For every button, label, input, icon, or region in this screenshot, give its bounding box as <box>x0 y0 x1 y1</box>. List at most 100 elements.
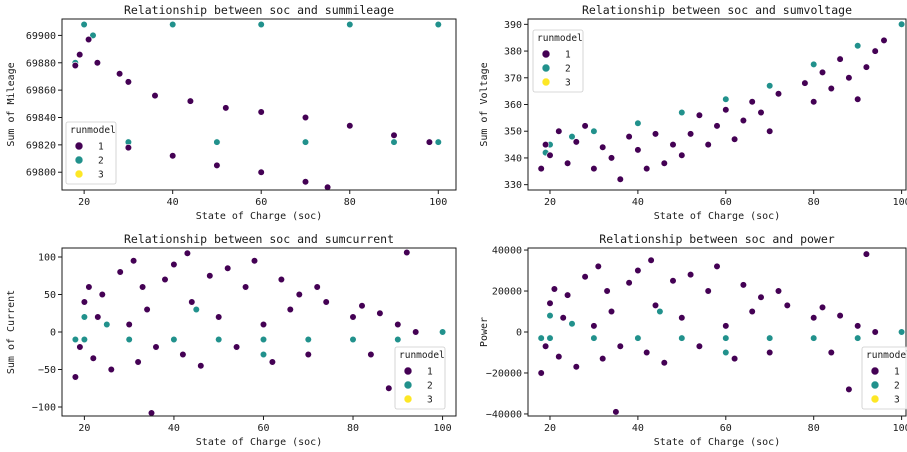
data-point-runmodel-1 <box>242 283 250 291</box>
legend-marker-1 <box>403 366 413 376</box>
data-point-runmodel-1 <box>660 159 668 167</box>
data-point-runmodel-1 <box>84 35 93 44</box>
data-point-runmodel-1 <box>713 262 721 271</box>
chart-title: Relationship between soc and sumvoltage <box>582 3 852 17</box>
legend-title: runmodel <box>537 33 583 44</box>
x-tick-label: 40 <box>632 423 644 434</box>
data-point-runmodel-1 <box>599 355 607 363</box>
data-point-runmodel-1 <box>206 272 214 280</box>
data-point-runmodel-1 <box>603 287 611 295</box>
data-point-runmodel-2 <box>215 335 223 344</box>
data-point-runmodel-2 <box>656 307 664 316</box>
data-point-runmodel-2 <box>546 312 554 320</box>
data-point-runmodel-2 <box>590 127 598 135</box>
data-point-runmodel-1 <box>722 106 730 114</box>
data-point-runmodel-1 <box>625 279 633 287</box>
y-tick-label: 380 <box>504 47 522 58</box>
legend-box <box>532 29 584 93</box>
data-point-runmodel-1 <box>213 161 221 169</box>
data-point-runmodel-1 <box>412 328 420 336</box>
data-point-runmodel-1 <box>616 342 624 350</box>
data-point-runmodel-1 <box>862 250 871 258</box>
data-point-runmodel-1 <box>107 365 115 374</box>
data-point-runmodel-1 <box>403 248 411 257</box>
legend: runmodel 1 2 3 <box>532 29 584 93</box>
data-point-runmodel-2 <box>537 334 545 342</box>
data-points <box>537 250 906 416</box>
data-point-runmodel-1 <box>546 299 554 307</box>
legend: runmodel 1 2 3 <box>65 121 117 185</box>
x-tick-label: 100 <box>429 197 447 208</box>
data-point-runmodel-1 <box>854 322 862 330</box>
data-point-runmodel-1 <box>89 354 97 362</box>
data-point-runmodel-1 <box>766 348 774 357</box>
x-tick-label: 40 <box>632 197 644 208</box>
y-tick-label: 69820 <box>26 140 56 151</box>
data-point-runmodel-1 <box>183 249 191 257</box>
y-tick-label: 370 <box>504 73 522 84</box>
data-point-runmodel-1 <box>766 127 774 135</box>
data-point-runmodel-1 <box>197 362 205 370</box>
data-point-runmodel-1 <box>612 408 620 416</box>
legend-marker-2 <box>74 155 84 165</box>
legend: runmodel 1 2 3 <box>394 346 446 410</box>
data-point-runmodel-1 <box>301 178 310 186</box>
data-point-runmodel-1 <box>836 312 844 320</box>
data-point-runmodel-1 <box>143 305 151 314</box>
data-point-runmodel-2 <box>722 348 730 357</box>
data-point-runmodel-2 <box>259 335 268 344</box>
data-point-runmodel-1 <box>169 152 177 160</box>
data-point-runmodel-1 <box>134 358 142 366</box>
legend-marker-1 <box>74 141 84 151</box>
data-point-runmodel-1 <box>257 168 265 176</box>
chart-panel-1: 20 40 60 80 100 69800 69820 69840 69860 69880 6990… <box>6 3 457 222</box>
chart-title: Relationship between soc and sumcurrent <box>124 232 394 246</box>
data-point-runmodel-1 <box>739 116 748 125</box>
data-point-runmodel-1 <box>116 268 124 276</box>
data-point-runmodel-1 <box>669 141 677 149</box>
legend-marker-2 <box>541 63 551 73</box>
y-tick-label: 20000 <box>492 287 522 298</box>
data-point-runmodel-1 <box>581 273 589 281</box>
data-point-runmodel-1 <box>390 131 398 139</box>
data-point-runmodel-1 <box>541 141 550 149</box>
data-point-runmodel-2 <box>80 20 88 29</box>
x-axis-label: State of Charge (soc) <box>654 211 780 222</box>
data-point-runmodel-1 <box>376 309 384 317</box>
data-point-runmodel-2 <box>678 108 686 117</box>
data-point-runmodel-1 <box>647 256 655 264</box>
data-point-runmodel-1 <box>810 314 818 322</box>
data-point-runmodel-1 <box>695 342 704 350</box>
data-point-runmodel-1 <box>115 70 124 78</box>
data-point-runmodel-1 <box>324 183 332 191</box>
legend-label-2: 2 <box>894 381 900 392</box>
data-point-runmodel-2 <box>192 305 200 314</box>
data-point-runmodel-2 <box>810 334 818 342</box>
data-point-runmodel-1 <box>224 264 232 272</box>
data-point-runmodel-1 <box>880 36 888 45</box>
data-point-runmodel-1 <box>634 146 642 154</box>
x-tick-label: 100 <box>893 197 907 208</box>
data-point-runmodel-2 <box>722 95 730 103</box>
data-point-runmodel-1 <box>599 143 607 151</box>
legend-label-1: 1 <box>565 50 571 61</box>
data-point-runmodel-2 <box>634 334 642 342</box>
data-point-runmodel-2 <box>678 334 686 342</box>
data-point-runmodel-1 <box>250 257 259 265</box>
data-point-runmodel-1 <box>607 307 616 316</box>
x-tick-label: 80 <box>347 423 359 434</box>
legend-marker-2 <box>870 380 880 390</box>
data-point-runmodel-1 <box>385 384 393 392</box>
data-point-runmodel-2 <box>568 133 576 141</box>
data-point-runmodel-1 <box>730 355 739 363</box>
data-point-runmodel-1 <box>827 84 835 93</box>
data-point-runmodel-2 <box>103 320 111 329</box>
y-axis-label: Sum of Mileage <box>6 62 17 146</box>
x-tick-label: 40 <box>167 197 179 208</box>
data-point-runmodel-1 <box>367 350 375 359</box>
data-point-runmodel-1 <box>76 343 84 351</box>
data-point-runmodel-1 <box>651 130 660 138</box>
data-point-runmodel-1 <box>686 271 695 279</box>
data-point-runmodel-1 <box>124 144 132 152</box>
x-tick-label: 80 <box>808 423 820 434</box>
